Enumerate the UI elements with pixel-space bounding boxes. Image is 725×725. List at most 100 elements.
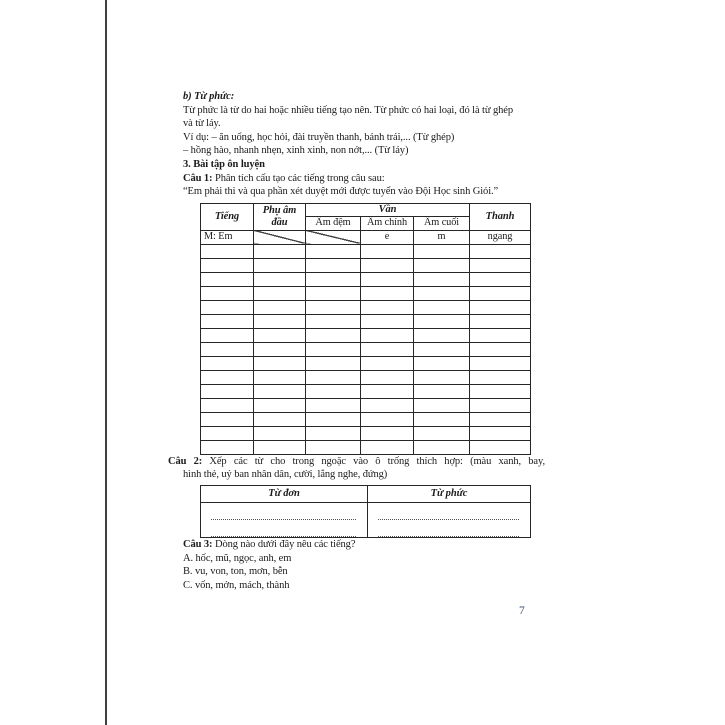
empty-cell [469,327,531,343]
empty-row [200,243,531,259]
cell-am-dem-slash [305,229,361,245]
cell-thanh-example: ngang [469,229,531,245]
empty-cell [253,397,306,413]
empty-cell [253,411,306,427]
cau1-label: Câu 1: [183,172,213,184]
answer-row [200,501,531,538]
cau2-sort-table: Từ đơn Từ phức [200,484,531,538]
empty-cell [200,299,254,315]
empty-cell [469,341,531,357]
empty-cell [360,355,414,371]
para-tu-phuc-line1: Từ phức là từ do hai hoặc nhiều tiếng tạ… [183,104,513,116]
empty-cell [413,425,470,441]
cau1-quote: “Em phải thi và qua phần xét duyệt mới đ… [183,186,499,198]
section-heading-bai-tap: 3. Bài tập ôn luyện [183,158,265,170]
empty-cell [413,271,470,287]
example-tu-lay: – hồng hào, nhanh nhẹn, xinh xinh, non n… [183,145,409,157]
empty-cell [360,313,414,329]
empty-cell [200,257,254,273]
empty-cell [413,299,470,315]
empty-cell [253,299,306,315]
empty-cell [253,243,306,259]
page-number: 7 [519,605,525,617]
cau3-label: Câu 3: [183,538,213,550]
empty-cell [305,397,361,413]
document-content: b) Từ phức: Từ phức là từ do hai hoặc nh… [168,90,545,592]
empty-cell [360,327,414,343]
empty-cell [360,341,414,357]
empty-cell [305,369,361,385]
empty-cell [253,257,306,273]
empty-cell [413,383,470,399]
empty-cell [200,439,254,455]
empty-cell [253,313,306,329]
empty-cell [360,369,414,385]
col-header-tu-phuc: Từ phức [367,484,531,503]
empty-cell [413,313,470,329]
empty-cell [413,439,470,455]
empty-row [200,397,531,413]
empty-cell [360,285,414,301]
empty-cell [200,369,254,385]
empty-cell [253,341,306,357]
empty-cell [253,285,306,301]
col-header-tu-don: Từ đơn [200,484,368,503]
empty-row [200,355,531,371]
empty-cell [360,299,414,315]
empty-cell [200,285,254,301]
cell-tu-don-blank [200,501,368,538]
cau1-text: Phân tích cấu tạo các tiếng trong câu sa… [212,172,385,184]
empty-cell [253,439,306,455]
empty-cell [253,355,306,371]
empty-cell [253,383,306,399]
empty-row [200,271,531,287]
empty-cell [305,383,361,399]
page-left-edge-line [105,0,107,725]
empty-cell [469,439,531,455]
empty-row [200,439,531,455]
empty-cell [413,369,470,385]
empty-cell [413,257,470,273]
col-header-phu-am-dau: Phụ âm đầu [253,202,306,231]
empty-cell [200,271,254,287]
col-header-am-dem: Âm đệm [305,215,361,231]
cau3-text: Dòng nào dưới đây nêu các tiếng? [212,538,356,550]
empty-cell [305,341,361,357]
col-header-am-chinh: Âm chính [360,215,414,231]
empty-row [200,341,531,357]
empty-row [200,425,531,441]
col-header-van: Vần [305,202,470,217]
heading-tu-phuc: b) Từ phức: [183,90,545,104]
empty-cell [305,425,361,441]
empty-cell [200,411,254,427]
empty-cell [200,355,254,371]
col-header-tieng: Tiếng [200,202,254,231]
empty-cell [469,383,531,399]
heading-tu-phuc-text: b) Từ phức: [183,91,235,102]
empty-cell [413,341,470,357]
empty-cell [305,285,361,301]
cau1-prompt: Câu 1: Phân tích cấu tạo các tiếng trong… [183,172,545,186]
empty-cell [305,355,361,371]
empty-cell [360,243,414,259]
empty-cell [469,313,531,329]
cau1-table-body: M: Em e m ngang [200,229,531,455]
empty-cell [469,285,531,301]
empty-cell [360,397,414,413]
empty-cell [413,285,470,301]
empty-cell [469,271,531,287]
cell-am-cuoi-example: m [413,229,470,245]
empty-cell [469,397,531,413]
cell-am-chinh-example: e [360,229,414,245]
dotted-answer-line [211,503,356,520]
empty-cell [413,355,470,371]
cau3-option-c: C. vốn, mởn, mách, thành [183,579,290,591]
dotted-answer-line [378,503,519,520]
empty-cell [413,411,470,427]
cell-tu-phuc-blank [367,501,531,538]
empty-cell [253,425,306,441]
empty-cell [200,397,254,413]
empty-cell [200,425,254,441]
cell-phu-am-dau-slash [253,229,306,245]
empty-cell [469,355,531,371]
